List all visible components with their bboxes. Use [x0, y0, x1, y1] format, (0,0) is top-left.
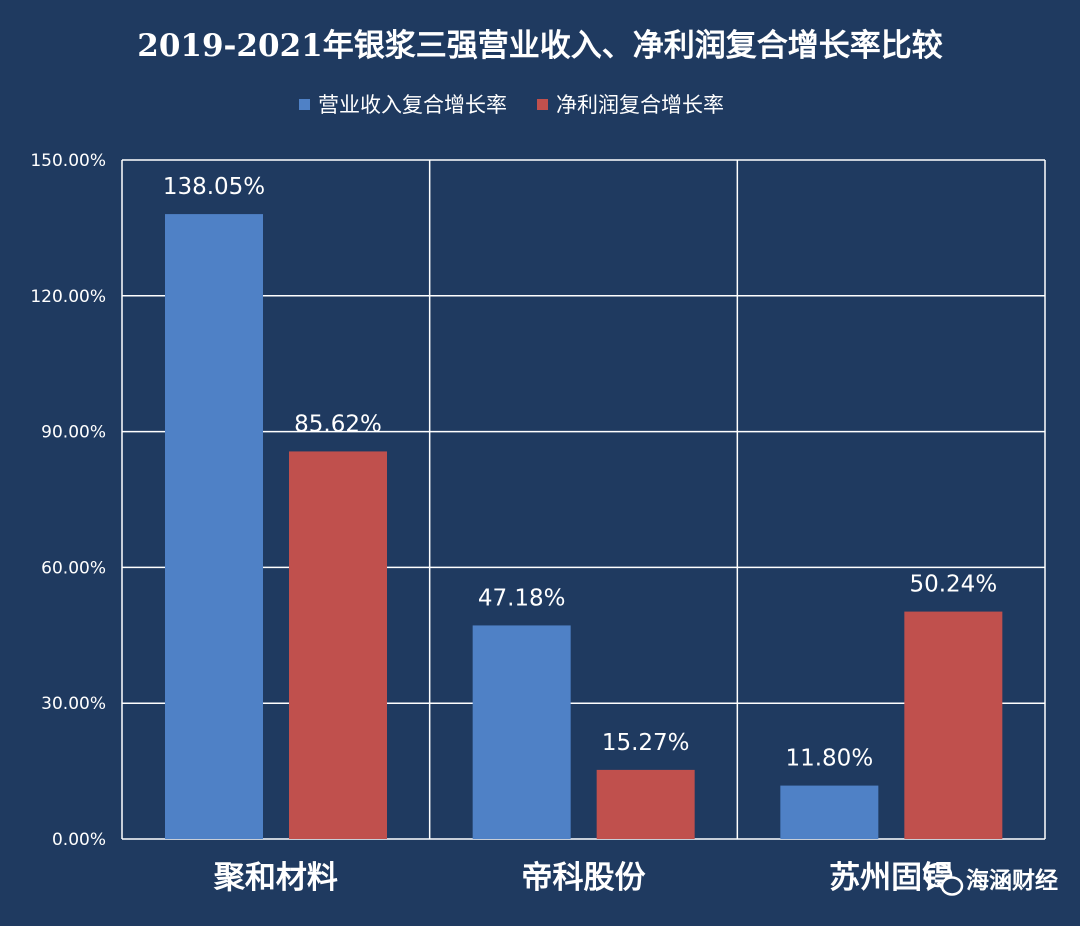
bar-profit — [289, 451, 387, 839]
watermark-text: 海涵财经 — [966, 867, 1058, 894]
watermark: 海涵财经 — [923, 862, 1058, 896]
bar-revenue — [165, 214, 263, 839]
x-axis: 聚和材料 帝科股份 苏州固锝 — [213, 860, 953, 896]
wechat-icon — [923, 862, 964, 896]
bar-revenue — [472, 625, 571, 839]
y-tick-label: 0.00% — [52, 830, 106, 850]
bars — [165, 214, 1003, 839]
data-label: 11.80% — [785, 746, 873, 772]
bar-revenue — [780, 785, 879, 839]
data-labels: 138.05% 85.62% 47.18% 15.27% 11.80% 50.24% — [163, 174, 997, 771]
legend-label-revenue: 营业收入复合增长率 — [318, 93, 507, 117]
y-tick-label: 30.00% — [41, 694, 106, 714]
data-label: 47.18% — [478, 585, 566, 611]
x-tick-label: 帝科股份 — [522, 860, 646, 896]
y-tick-label: 90.00% — [41, 423, 106, 443]
data-label: 15.27% — [602, 730, 690, 756]
bar-profit — [596, 769, 695, 839]
data-label: 138.05% — [163, 174, 265, 200]
legend-swatch-revenue — [299, 99, 310, 110]
legend-swatch-profit — [537, 99, 548, 110]
data-label: 85.62% — [294, 411, 382, 437]
y-tick-label: 150.00% — [30, 151, 106, 171]
x-tick-label: 聚和材料 — [213, 860, 338, 896]
legend: 营业收入复合增长率 净利润复合增长率 — [299, 93, 724, 117]
bar-profit — [904, 611, 1003, 839]
y-tick-label: 60.00% — [41, 558, 106, 578]
y-axis: 0.00% 30.00% 60.00% 90.00% 120.00% 150.00% — [30, 151, 106, 850]
data-label: 50.24% — [909, 572, 997, 598]
grid — [121, 159, 1046, 840]
legend-label-profit: 净利润复合增长率 — [556, 93, 724, 117]
y-tick-label: 120.00% — [30, 287, 106, 307]
chart-title: 2019-2021年银浆三强营业收入、净利润复合增长率比较 — [137, 28, 942, 64]
